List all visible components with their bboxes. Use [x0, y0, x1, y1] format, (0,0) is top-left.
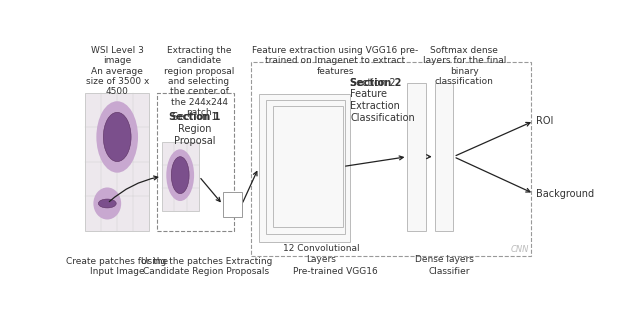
- Text: Background: Background: [536, 188, 595, 199]
- Text: CNN: CNN: [511, 245, 529, 254]
- Ellipse shape: [93, 188, 121, 220]
- Text: Extracting the
candidate
region proposal
and selecting
the center of
the 244x244: Extracting the candidate region proposal…: [164, 46, 234, 117]
- Text: Dense layers: Dense layers: [415, 255, 474, 264]
- Text: Section 2: Section 2: [350, 78, 402, 88]
- Bar: [435, 83, 454, 231]
- Text: Create patches for the
Input Image: Create patches for the Input Image: [66, 257, 168, 276]
- Text: 12 Convolutional
Layers: 12 Convolutional Layers: [284, 244, 360, 264]
- Text: Classifier: Classifier: [429, 267, 470, 276]
- Bar: [408, 83, 426, 231]
- Text: Section 1: Section 1: [170, 112, 221, 122]
- Ellipse shape: [172, 157, 189, 194]
- Text: Softmax dense
layers for the final
binary
classification: Softmax dense layers for the final binar…: [422, 46, 506, 86]
- Text: Pre-trained VGG16: Pre-trained VGG16: [293, 267, 378, 276]
- Bar: [85, 92, 150, 231]
- Bar: [259, 94, 350, 242]
- Bar: [223, 192, 242, 217]
- Bar: [162, 142, 199, 211]
- Text: WSI Level 3
image
An average
size of 3500 x
4500: WSI Level 3 image An average size of 350…: [86, 46, 149, 96]
- Text: Feature extraction using VGG16 pre-
trained on Imagenet to extract
features: Feature extraction using VGG16 pre- trai…: [252, 46, 419, 76]
- Bar: [273, 106, 343, 227]
- Text: Section 2
Feature
Extraction
Classification: Section 2 Feature Extraction Classificat…: [350, 78, 415, 123]
- Ellipse shape: [103, 112, 131, 162]
- Text: ROI: ROI: [536, 116, 554, 126]
- Circle shape: [99, 199, 116, 208]
- Text: Section 1
Region
Proposal: Section 1 Region Proposal: [172, 112, 218, 146]
- Text: Using the patches Extracting
Candidate Region Proposals: Using the patches Extracting Candidate R…: [141, 257, 272, 276]
- Ellipse shape: [97, 101, 138, 173]
- Bar: [266, 100, 346, 234]
- Ellipse shape: [166, 149, 194, 201]
